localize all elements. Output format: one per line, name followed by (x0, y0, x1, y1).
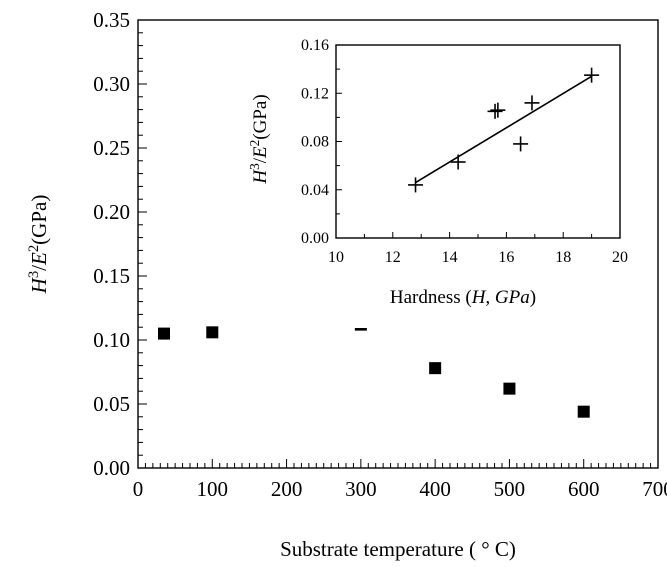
main-x-axis-label: Substrate temperature ( ° C) (280, 537, 516, 561)
main-x-tick-label: 200 (271, 477, 303, 501)
main-data-point (577, 405, 590, 418)
inset-x-tick-label: 18 (555, 249, 571, 266)
main-x-tick-label: 600 (568, 477, 600, 501)
main-y-tick-label: 0.05 (93, 392, 130, 416)
inset-data-point (584, 67, 600, 83)
inset-background (250, 28, 650, 328)
main-x-tick-label: 500 (494, 477, 526, 501)
inset-y-tick-label: 0.08 (301, 134, 329, 151)
main-data-point (158, 327, 170, 340)
inset-fit-line (415, 75, 593, 184)
main-y-axis-label: H3/E2(GPa) (26, 195, 51, 295)
inset-x-tick-label: 14 (442, 249, 458, 266)
main-y-tick-label: 0.25 (93, 136, 130, 160)
main-x-tick-label: 100 (197, 477, 229, 501)
main-y-tick-label: 0.20 (93, 200, 130, 224)
main-y-tick-label: 0.35 (93, 8, 130, 32)
inset-x-tick-label: 20 (612, 249, 628, 266)
main-x-tick-label: 300 (345, 477, 377, 501)
inset-y-tick-label: 0.12 (301, 85, 329, 102)
main-data-point (206, 326, 219, 339)
inset-x-tick-label: 12 (385, 249, 401, 266)
inset-y-tick-label: 0.16 (301, 37, 329, 54)
inset-data-point (450, 154, 466, 170)
inset-data-point (490, 102, 506, 118)
inset-data-point (513, 136, 529, 152)
inset-x-axis-label: Hardness (H, GPa) (390, 287, 536, 308)
inset-x-tick-label: 10 (328, 249, 344, 266)
main-data-point (503, 382, 516, 395)
inset-y-tick-label: 0.04 (301, 182, 329, 199)
main-y-tick-label: 0.15 (93, 264, 130, 288)
main-x-tick-label: 700 (642, 477, 667, 501)
inset-data-point (408, 177, 424, 193)
inset-plot: 10 12 14 16 18 20 0.00 0.04 0.08 0.12 0.16 Hardness… (247, 28, 650, 328)
inset-data-point (487, 103, 503, 119)
inset-y-axis-label: H3/E2(GPa) (247, 94, 272, 184)
inset-data-point (524, 95, 540, 111)
main-y-tick-label: 0.10 (93, 328, 130, 352)
main-plot: 0 100 200 300 400 500 600 700 0.00 0.05 0.10 0.15 0.… (26, 8, 667, 561)
inset-x-tick-label: 16 (498, 249, 514, 266)
main-y-tick-label: 0.30 (93, 72, 130, 96)
inset-y-tick-label: 0.00 (301, 230, 329, 247)
main-x-tick-label: 0 (133, 477, 144, 501)
main-y-tick-label: 0.00 (93, 456, 130, 480)
main-data-point (429, 362, 442, 375)
main-x-tick-label: 400 (419, 477, 451, 501)
